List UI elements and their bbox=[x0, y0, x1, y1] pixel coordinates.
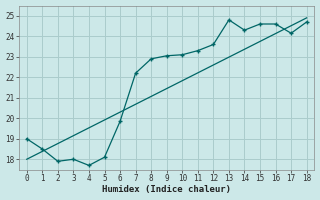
X-axis label: Humidex (Indice chaleur): Humidex (Indice chaleur) bbox=[102, 185, 231, 194]
